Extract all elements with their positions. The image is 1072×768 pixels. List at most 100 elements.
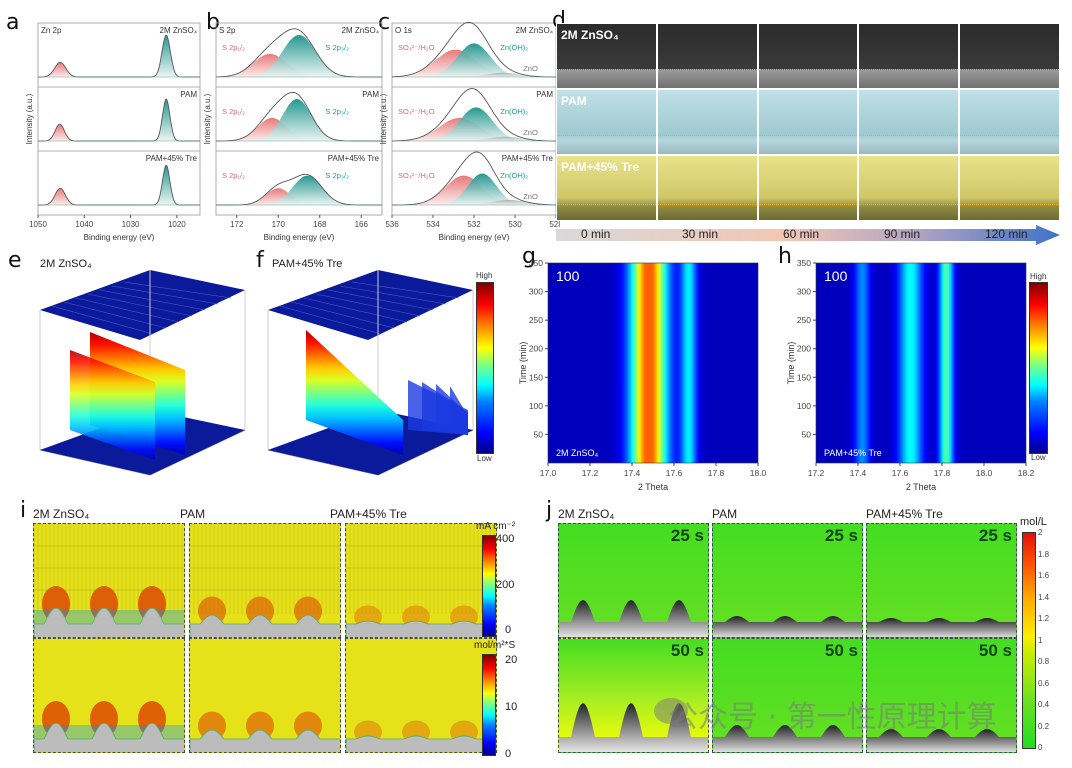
x-tick-label: 17.0 — [540, 468, 557, 478]
sim-i-1-1 — [189, 638, 341, 753]
colorbar-low-label: Low — [1031, 453, 1046, 462]
deposition-profile — [190, 711, 340, 752]
panel-j-col-1: 2M ZnSO₄ — [558, 507, 615, 521]
y-tick-label: 100 — [797, 401, 811, 411]
y-axis-label: Time (min) — [786, 342, 796, 385]
optical-image-2-3 — [858, 155, 960, 221]
xps-peak-component — [216, 117, 382, 141]
interface-dotted-line — [960, 204, 1059, 205]
xps-frame-a — [37, 22, 201, 216]
heatmap-corner-label: 100 — [556, 268, 580, 284]
sim-i-0-2 — [345, 523, 497, 638]
projection-line — [303, 297, 408, 323]
x-axis-label: 2 Theta — [906, 482, 936, 492]
sim-i-0-0 — [33, 523, 185, 638]
xps-peak-label: S 2p₁/₂ — [222, 107, 245, 116]
xps-peak-label: S 2p₃/₂ — [326, 171, 350, 180]
xps-peak-component — [392, 200, 556, 205]
panel-label-g: g — [522, 244, 536, 269]
projection-line — [339, 285, 447, 305]
cbar1-tick: 0 — [505, 624, 512, 636]
sim-j-1-0: 50 s — [558, 638, 709, 753]
xps-peak-label: ZnO — [523, 128, 538, 137]
cbar-tick-label: 0.4 — [1038, 700, 1050, 709]
minor-peak-ridge — [450, 386, 468, 435]
x-tick-label: 1030 — [122, 220, 140, 229]
interface-dotted-line — [557, 134, 656, 136]
panel-j-cbar-unit: mol/L — [1020, 516, 1047, 528]
xps-sample-label: PAM — [180, 90, 197, 99]
panel-label-c: c — [378, 10, 391, 35]
dendrite-profile — [867, 729, 1016, 752]
deposition-profile — [190, 524, 340, 637]
dendrite-profile — [559, 703, 708, 752]
x-tick-label: 17.8 — [708, 468, 725, 478]
xps-sample-label: PAM — [362, 90, 379, 99]
panel-e-3d-plot — [39, 270, 246, 476]
xps-sample-label: 2M ZnSO₄ — [342, 26, 380, 35]
panel-j-colorbar — [1022, 532, 1036, 749]
sim-i-0-1 — [189, 523, 341, 638]
xps-envelope-line — [391, 21, 556, 78]
panel-i-col-3: PAM+45% Tre — [330, 507, 407, 521]
panel-i-cbar1-unit: mA cm⁻² — [476, 521, 516, 532]
colorbar-high-label: High — [1030, 272, 1047, 281]
projection-line — [99, 289, 206, 311]
y-axis-label: Time (min) — [518, 342, 528, 385]
xps-peak-component — [392, 72, 556, 77]
interface-dotted-line — [657, 134, 757, 136]
deposition-profile — [346, 720, 496, 752]
cbar-tick-label: 0.2 — [1038, 721, 1050, 731]
y-tick-label: 150 — [797, 372, 811, 382]
xps-peak-label: S 2p₃/₂ — [326, 107, 350, 116]
optical-row-label: PAM — [561, 94, 587, 108]
y-tick-label: 300 — [529, 287, 543, 297]
panel-e-title: 2M ZnSO₄ — [40, 258, 92, 270]
panel-f-3d-plot — [267, 270, 474, 476]
interface-dotted-line — [960, 68, 1059, 70]
panel-i-colorbar-flux — [482, 654, 496, 756]
optical-image-0-3 — [858, 23, 960, 89]
y-tick-label: 350 — [797, 258, 811, 268]
sim-j-1-2: 50 s — [866, 638, 1017, 753]
arrow-right-icon — [556, 225, 1060, 245]
optical-image-1-1 — [656, 89, 758, 155]
interface-dotted-line — [557, 204, 656, 205]
x-axis-label: Binding energy (eV) — [439, 233, 510, 242]
heatmap-corner-label: 100 — [824, 268, 848, 284]
secondary-peak-surface — [70, 350, 155, 460]
optical-image-0-4 — [959, 23, 1060, 89]
panel-f-title: PAM+45% Tre — [272, 258, 343, 270]
dendrite-profile — [559, 600, 708, 637]
deposition-profile — [34, 524, 184, 637]
optical-image-0-1 — [656, 23, 758, 89]
x-tick-label: 17.2 — [808, 468, 825, 478]
xps-peak-component — [392, 43, 556, 77]
x-tick-label: 166 — [355, 220, 369, 229]
y-tick-label: 350 — [529, 258, 543, 268]
optical-image-2-2 — [757, 155, 859, 221]
interface-dotted-line — [960, 134, 1059, 136]
y-tick-label: 200 — [797, 344, 811, 354]
xps-sample-label: PAM+45% Tre — [502, 154, 554, 163]
projection-line — [291, 301, 395, 329]
panel-h-colorbar — [1029, 282, 1048, 454]
cbar-tick-label: 0.8 — [1038, 657, 1050, 666]
xps-peak-component — [216, 175, 382, 205]
cbar1-tick: 400 — [496, 533, 515, 545]
x-tick-label: 17.4 — [624, 468, 641, 478]
x-tick-label: 17.4 — [850, 468, 867, 478]
panel-g-heatmap: 17.0 17.2 17.4 17.6 17.8 18.0 50 100 150 200 250 30… — [518, 258, 767, 492]
heatmap-sample-label: PAM+45% Tre — [824, 448, 882, 458]
x-tick-label: 17.8 — [934, 468, 951, 478]
xps-peak-label: S 2p₁/₂ — [222, 171, 245, 180]
y-axis-label: Intensity (a.u.) — [379, 93, 388, 144]
xps-sample-label: PAM — [536, 90, 553, 99]
interface-dotted-line — [758, 134, 858, 136]
x-tick-label: 17.6 — [892, 468, 909, 478]
xps-element-label: O 1s — [395, 26, 412, 35]
xps-peak-component — [392, 173, 556, 205]
xps-peak-component — [216, 99, 382, 141]
sim-time-label: 25 s — [824, 526, 858, 545]
projection-line — [63, 301, 167, 329]
